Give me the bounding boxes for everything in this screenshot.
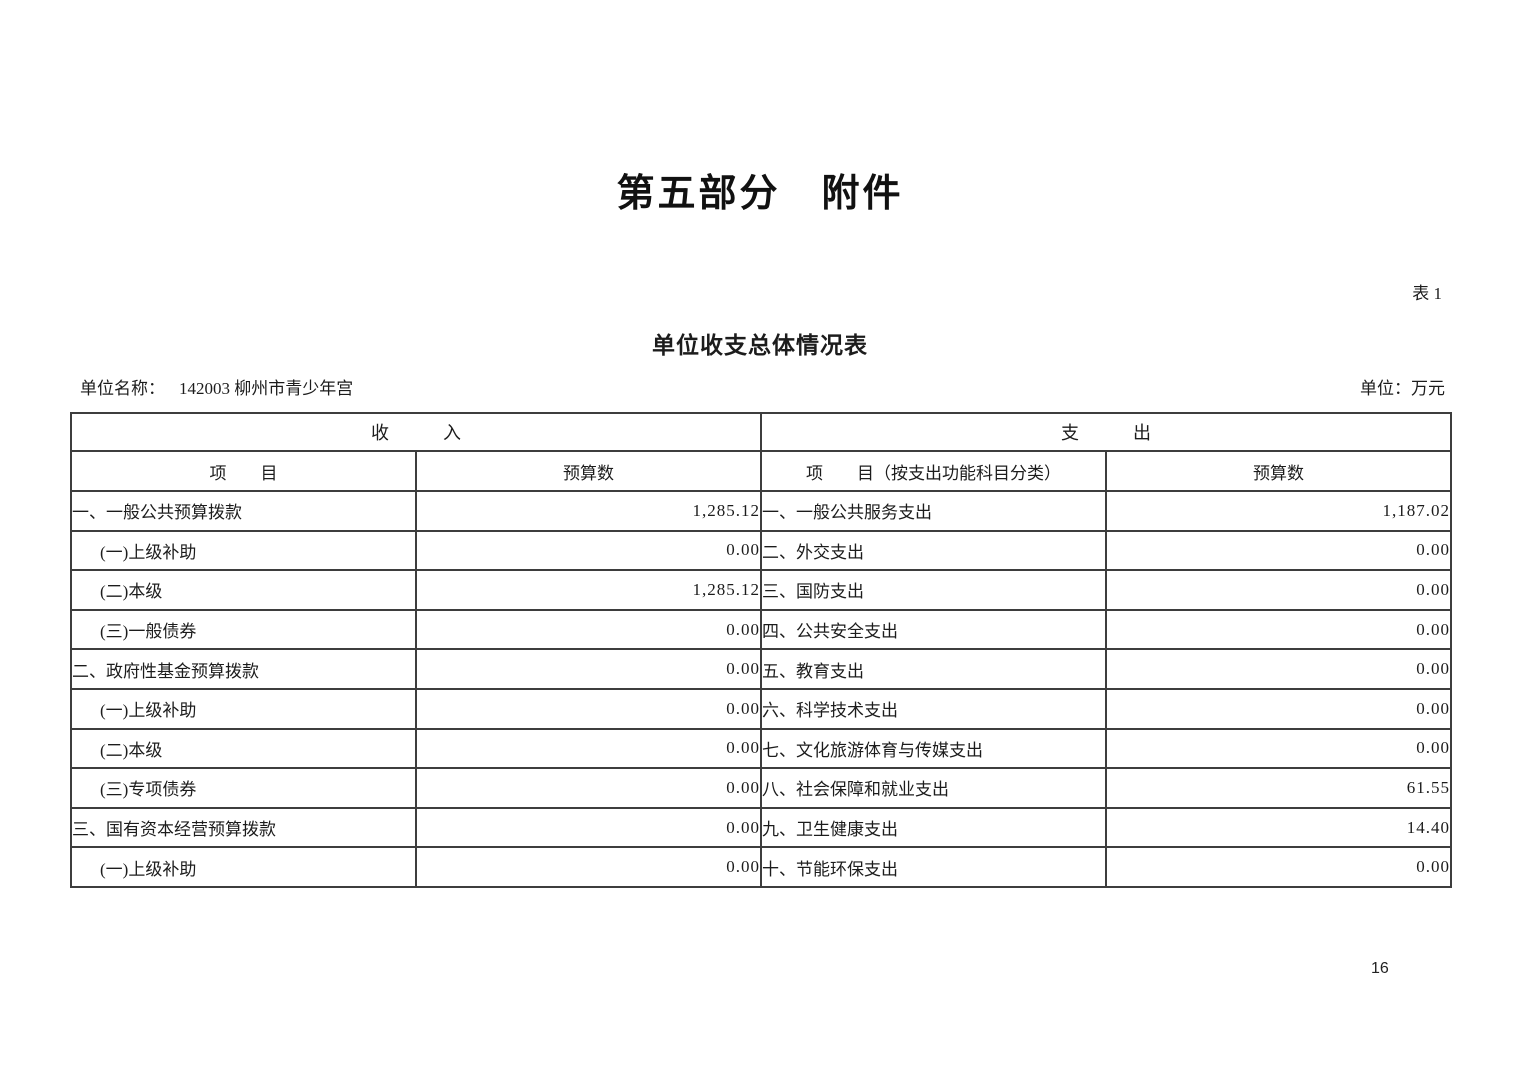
income-item-cell: (二)本级 [70, 727, 417, 770]
income-value-cell: 0.00 [415, 529, 762, 572]
expense-value-cell: 0.00 [1105, 569, 1452, 611]
budget-summary-table: 收 入 支 出 项 目 预算数 项 目（按支出功能科目分类） 预算数 一、一般公… [70, 412, 1452, 888]
unit-name: 单位名称： 142003 柳州市青少年宫 [80, 378, 353, 400]
expense-item-cell: 一、一般公共服务支出 [760, 490, 1107, 532]
expense-item-cell: 十、节能环保支出 [760, 846, 1107, 888]
table-body: 一、一般公共预算拨款 1,285.12 一、一般公共服务支出 1,187.02 (一)上… [70, 490, 1452, 888]
expense-value-cell: 0.00 [1105, 846, 1452, 888]
income-value-cell: 0.00 [415, 767, 762, 809]
income-value-cell: 0.00 [415, 806, 762, 849]
income-value-cell: 0.00 [415, 846, 762, 888]
income-item-cell: (三)一般债券 [70, 608, 417, 651]
expense-group-header: 支 出 [760, 412, 1452, 452]
expense-value-cell: 1,187.02 [1105, 490, 1452, 532]
expense-item-header: 项 目（按支出功能科目分类） [760, 450, 1107, 492]
expense-item-cell: 七、文化旅游体育与传媒支出 [760, 727, 1107, 770]
expense-item-cell: 三、国防支出 [760, 569, 1107, 611]
income-group-header: 收 入 [70, 412, 762, 452]
table-row: (一)上级补助 0.00 六、科学技术支出 0.00 [70, 687, 1452, 730]
income-value-cell: 1,285.12 [415, 569, 762, 611]
column-header-row: 项 目 预算数 项 目（按支出功能科目分类） 预算数 [70, 450, 1452, 492]
income-value-cell: 0.00 [415, 727, 762, 770]
income-item-cell: 三、国有资本经营预算拨款 [70, 806, 417, 849]
income-value-cell: 0.00 [415, 608, 762, 651]
expense-item-cell: 四、公共安全支出 [760, 608, 1107, 651]
table-row: 三、国有资本经营预算拨款 0.00 九、卫生健康支出 14.40 [70, 806, 1452, 849]
expense-item-cell: 二、外交支出 [760, 529, 1107, 572]
table-row: (一)上级补助 0.00 十、节能环保支出 0.00 [70, 846, 1452, 888]
income-item-cell: (一)上级补助 [70, 687, 417, 730]
table-row: 一、一般公共预算拨款 1,285.12 一、一般公共服务支出 1,187.02 [70, 490, 1452, 532]
expense-item-cell: 五、教育支出 [760, 648, 1107, 690]
expense-value-cell: 61.55 [1105, 767, 1452, 809]
income-item-cell: (一)上级补助 [70, 846, 417, 888]
income-item-header: 项 目 [70, 450, 417, 492]
page-number: 16 [1371, 960, 1389, 977]
table-row: 二、政府性基金预算拨款 0.00 五、教育支出 0.00 [70, 648, 1452, 690]
income-item-cell: (一)上级补助 [70, 529, 417, 572]
income-item-cell: (二)本级 [70, 569, 417, 611]
unit-name-label: 单位名称： [80, 379, 165, 398]
income-budget-header: 预算数 [415, 450, 762, 492]
income-item-cell: 二、政府性基金预算拨款 [70, 648, 417, 690]
expense-value-cell: 0.00 [1105, 727, 1452, 770]
expense-item-cell: 八、社会保障和就业支出 [760, 767, 1107, 809]
income-value-cell: 0.00 [415, 648, 762, 690]
expense-budget-header: 预算数 [1105, 450, 1452, 492]
income-value-cell: 0.00 [415, 687, 762, 730]
expense-value-cell: 14.40 [1105, 806, 1452, 849]
group-header-row: 收 入 支 出 [70, 412, 1452, 452]
expense-value-cell: 0.00 [1105, 608, 1452, 651]
unit-of-measure: 单位：万元 [1360, 379, 1445, 398]
table-title: 单位收支总体情况表 [652, 333, 868, 358]
expense-value-cell: 0.00 [1105, 687, 1452, 730]
table-index-label: 表 1 [1412, 284, 1442, 303]
table-row: (一)上级补助 0.00 二、外交支出 0.00 [70, 529, 1452, 572]
table-meta-row: 单位名称： 142003 柳州市青少年宫 单位：万元 [80, 378, 1445, 400]
part-title: 第五部分 附件 [616, 173, 904, 215]
expense-value-cell: 0.00 [1105, 529, 1452, 572]
table-row: (二)本级 0.00 七、文化旅游体育与传媒支出 0.00 [70, 727, 1452, 770]
income-value-cell: 1,285.12 [415, 490, 762, 532]
expense-item-cell: 六、科学技术支出 [760, 687, 1107, 730]
table-row: (二)本级 1,285.12 三、国防支出 0.00 [70, 569, 1452, 611]
expense-item-cell: 九、卫生健康支出 [760, 806, 1107, 849]
table-row: (三)专项债券 0.00 八、社会保障和就业支出 61.55 [70, 767, 1452, 809]
income-item-cell: 一、一般公共预算拨款 [70, 490, 417, 532]
income-item-cell: (三)专项债券 [70, 767, 417, 809]
expense-value-cell: 0.00 [1105, 648, 1452, 690]
unit-name-value: 142003 柳州市青少年宫 [179, 379, 354, 398]
table-row: (三)一般债券 0.00 四、公共安全支出 0.00 [70, 608, 1452, 651]
